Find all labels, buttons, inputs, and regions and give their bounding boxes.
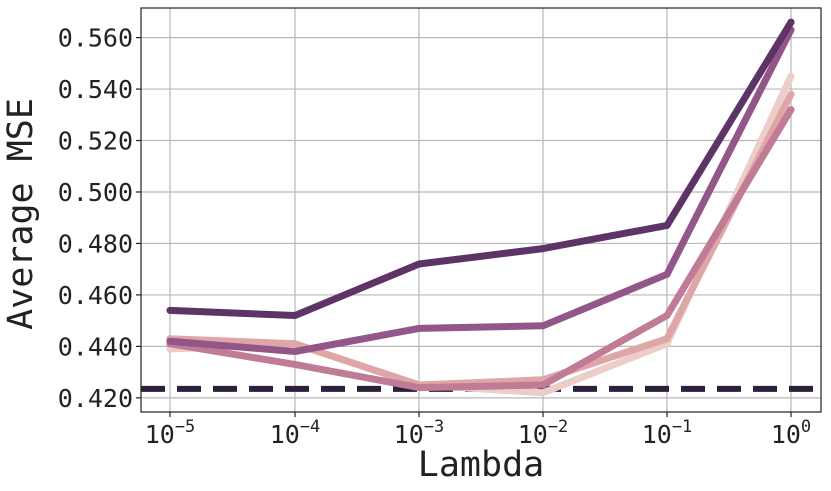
series-line-5 (166, 18, 795, 319)
y-axis-label: Average MSE (1, 98, 41, 330)
series-line-3 (166, 106, 795, 392)
series-1-point (787, 72, 795, 80)
series-2-point (663, 335, 671, 343)
series-5-point (787, 18, 795, 26)
series-5-point (291, 312, 299, 320)
series-5-point (539, 245, 547, 253)
y-tick-label: 0.540 (58, 75, 133, 104)
series-4-point (415, 324, 423, 332)
y-tick-label: 0.560 (58, 24, 133, 53)
series-3-point (415, 384, 423, 392)
series-4-point (663, 270, 671, 278)
x-axis-label: Lambda (418, 445, 544, 485)
series-line-4 (166, 26, 795, 355)
x-tick-label: 10−1 (642, 417, 693, 449)
y-tick-label: 0.500 (58, 178, 133, 207)
series-layer (166, 18, 795, 397)
series-3-point (787, 106, 795, 114)
x-axis: 10−5 10−4 10−3 10−2 10−1 100 (145, 412, 811, 449)
series-line-2 (166, 90, 795, 389)
y-tick-label: 0.480 (58, 229, 133, 258)
series-4-point (291, 348, 299, 356)
x-tick-label: 100 (771, 417, 811, 449)
series-2-point (291, 340, 299, 348)
series-3-point (663, 312, 671, 320)
series-2-point (787, 90, 795, 98)
series-5-point (663, 221, 671, 229)
x-tick-label: 10−2 (518, 417, 569, 449)
series-3-point (539, 381, 547, 389)
series-1-point (539, 389, 547, 397)
y-axis: 0.420 0.440 0.460 0.480 0.500 0.520 0.540 0.560 (58, 24, 141, 413)
y-tick-label: 0.420 (58, 384, 133, 413)
x-tick-label: 10−3 (394, 417, 445, 449)
series-5-point (415, 260, 423, 268)
plot-frame (140, 7, 822, 413)
x-tick-label: 10−5 (145, 417, 196, 449)
series-5-point (166, 306, 174, 314)
y-tick-label: 0.520 (58, 127, 133, 156)
series-4-point (539, 322, 547, 330)
series-4-point (166, 337, 174, 345)
series-3-point (291, 360, 299, 368)
y-tick-label: 0.460 (58, 281, 133, 310)
grid (141, 8, 821, 412)
x-tick-label: 10−4 (270, 417, 321, 449)
y-tick-label: 0.440 (58, 332, 133, 361)
